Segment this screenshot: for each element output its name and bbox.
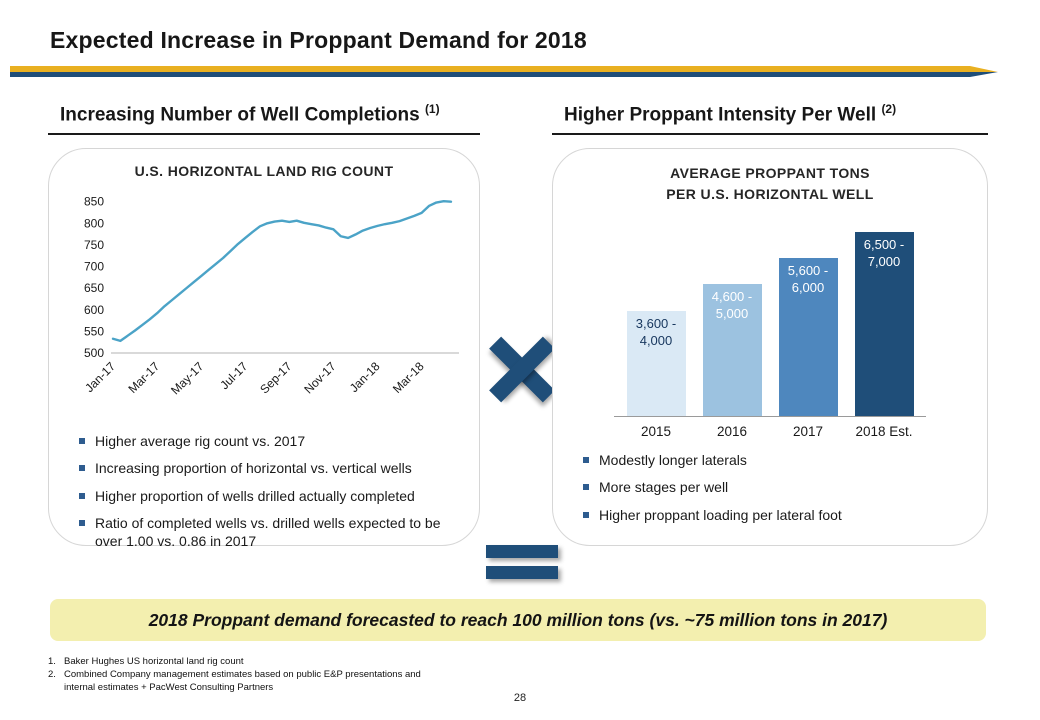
bar-2016: 4,600 - 5,000: [702, 284, 762, 417]
bar-category-label: 2016: [716, 424, 748, 440]
bullet-square-icon: [583, 484, 589, 491]
bullet-item: Increasing proportion of horizontal vs. …: [79, 459, 461, 477]
y-axis-tick-label: 850: [84, 195, 104, 209]
proppant-chart-title: AVERAGE PROPPANT TONS PER U.S. HORIZONTA…: [563, 163, 977, 205]
bullet-text: Ratio of completed wells vs. drilled wel…: [95, 514, 441, 549]
rig-count-chart-title: U.S. HORIZONTAL LAND RIG COUNT: [134, 163, 394, 180]
bar-2018-est.: 6,500 - 7,000: [854, 232, 914, 417]
left-heading-footnote-ref: (1): [424, 102, 440, 116]
bullet-square-icon: [583, 457, 589, 464]
x-axis-tick-label: Jan-18: [347, 359, 383, 395]
bar-value-label: 4,600 - 5,000: [711, 289, 753, 322]
y-axis-tick-label: 500: [84, 346, 104, 360]
x-axis-tick-label: Jul-17: [217, 359, 250, 392]
bullet-text: Higher average rig count vs. 2017: [95, 433, 306, 450]
bar-category-label: 2018 Est.: [855, 424, 913, 440]
left-bullet-list: Higher average rig count vs. 2017 Increas…: [59, 432, 469, 550]
footnote-number: 1.: [48, 656, 56, 667]
right-bullet-list: Modestly longer laterals More stages per …: [563, 451, 977, 524]
footnote: 1. Baker Hughes US horizontal land rig co…: [48, 656, 440, 669]
bar-category-label: 2015: [640, 424, 672, 440]
right-heading-text: Higher Proppant Intensity Per Well: [564, 104, 877, 126]
right-heading-footnote-ref: (2): [881, 102, 897, 116]
bullet-square-icon: [79, 438, 85, 445]
proppant-bar-chart: 3,600 - 4,000 4,600 - 5,000 5,600 - 6,000 6…: [614, 217, 926, 439]
x-axis-tick-label: Nov-17: [301, 359, 338, 396]
bullet-text: Increasing proportion of horizontal vs. …: [95, 460, 412, 477]
bar-category-label: 2017: [792, 424, 824, 440]
bar-value-label: 3,600 - 4,000: [635, 316, 677, 349]
title-divider: [10, 66, 998, 77]
line-chart-svg: 500 550 600 650 700 750 800 850 Jan-17 Mar-17 May-…: [82, 195, 459, 398]
bar-value-label: 5,600 - 6,000: [787, 263, 829, 296]
bullet-item: More stages per well: [583, 478, 969, 496]
footnote: 2. Combined Company management estimates …: [48, 669, 440, 695]
bullet-square-icon: [79, 465, 85, 472]
proppant-chart-title-line2: PER U.S. HORIZONTAL WELL: [666, 186, 874, 203]
x-axis-tick-label: Mar-18: [390, 359, 427, 396]
bars-row: 3,600 - 4,000 4,600 - 5,000 5,600 - 6,000 6…: [614, 217, 926, 418]
bullet-item: Modestly longer laterals: [583, 451, 969, 469]
rig-count-panel: U.S. HORIZONTAL LAND RIG COUNT 500 550 600…: [48, 148, 480, 549]
bar-2015: 3,600 - 4,000: [626, 311, 686, 417]
equals-icon-bar: [486, 566, 558, 579]
rig-count-line: [111, 200, 453, 343]
equals-icon-bar: [486, 545, 558, 558]
footnote-number: 2.: [48, 668, 56, 680]
page-number: 28: [513, 692, 527, 704]
bullet-square-icon: [79, 519, 85, 526]
footnotes: 1. Baker Hughes US horizontal land rig co…: [48, 656, 440, 694]
left-heading-text: Increasing Number of Well Completions: [60, 104, 420, 126]
y-axis-tick-label: 700: [84, 260, 104, 274]
bullet-item: Higher proppant loading per lateral foot: [583, 506, 969, 524]
bullet-text: Modestly longer laterals: [599, 452, 747, 469]
rig-count-line-chart: 500 550 600 650 700 750 800 850 Jan-17 Mar-17 May-…: [61, 179, 469, 420]
y-axis-tick-label: 600: [84, 303, 104, 317]
left-column: Increasing Number of Well Completions (1…: [48, 102, 480, 549]
bullet-text: Higher proportion of wells drilled actua…: [95, 487, 415, 504]
x-axis-tick-label: May-17: [168, 359, 206, 397]
divider-navy-bar: [10, 72, 998, 77]
footnote-text: Combined Company management estimates ba…: [64, 668, 421, 693]
footnote-text: Baker Hughes US horizontal land rig coun…: [64, 656, 244, 667]
conclusion-banner-text: 2018 Proppant demand forecasted to reach…: [148, 609, 888, 630]
x-axis-tick-label: Jan-17: [82, 359, 118, 395]
bullet-square-icon: [79, 492, 85, 499]
x-axis-tick-label: Mar-17: [125, 359, 162, 396]
y-axis-tick-label: 750: [84, 238, 104, 252]
bar-categories-row: 2015 2016 2017 2018 Est.: [614, 424, 926, 439]
bullet-square-icon: [583, 511, 589, 518]
right-column: Higher Proppant Intensity Per Well (2) A…: [552, 102, 988, 547]
multiply-icon: [484, 331, 560, 407]
y-axis-tick-label: 550: [84, 325, 104, 339]
proppant-chart-title-line1: AVERAGE PROPPANT TONS: [670, 165, 870, 182]
proppant-panel: AVERAGE PROPPANT TONS PER U.S. HORIZONTA…: [552, 148, 988, 547]
left-section-heading: Increasing Number of Well Completions (1…: [48, 102, 480, 136]
conclusion-banner: 2018 Proppant demand forecasted to reach…: [50, 599, 986, 641]
divider-gold-bar: [10, 66, 998, 72]
bullet-item: Ratio of completed wells vs. drilled wel…: [79, 514, 461, 550]
bullet-text: Higher proppant loading per lateral foot: [599, 506, 842, 523]
equals-icon: [486, 545, 558, 587]
bar-value-label: 6,500 - 7,000: [863, 237, 905, 270]
y-axis-tick-label: 650: [84, 281, 104, 295]
bar-2017: 5,600 - 6,000: [778, 258, 838, 417]
x-axis-tick-label: Sep-17: [257, 359, 294, 396]
y-axis-tick-label: 800: [84, 216, 104, 230]
page-title: Expected Increase in Proppant Demand for…: [50, 27, 587, 53]
right-section-heading: Higher Proppant Intensity Per Well (2): [552, 102, 988, 136]
bullet-item: Higher proportion of wells drilled actua…: [79, 487, 461, 505]
bullet-text: More stages per well: [599, 479, 729, 496]
bullet-item: Higher average rig count vs. 2017: [79, 432, 461, 450]
